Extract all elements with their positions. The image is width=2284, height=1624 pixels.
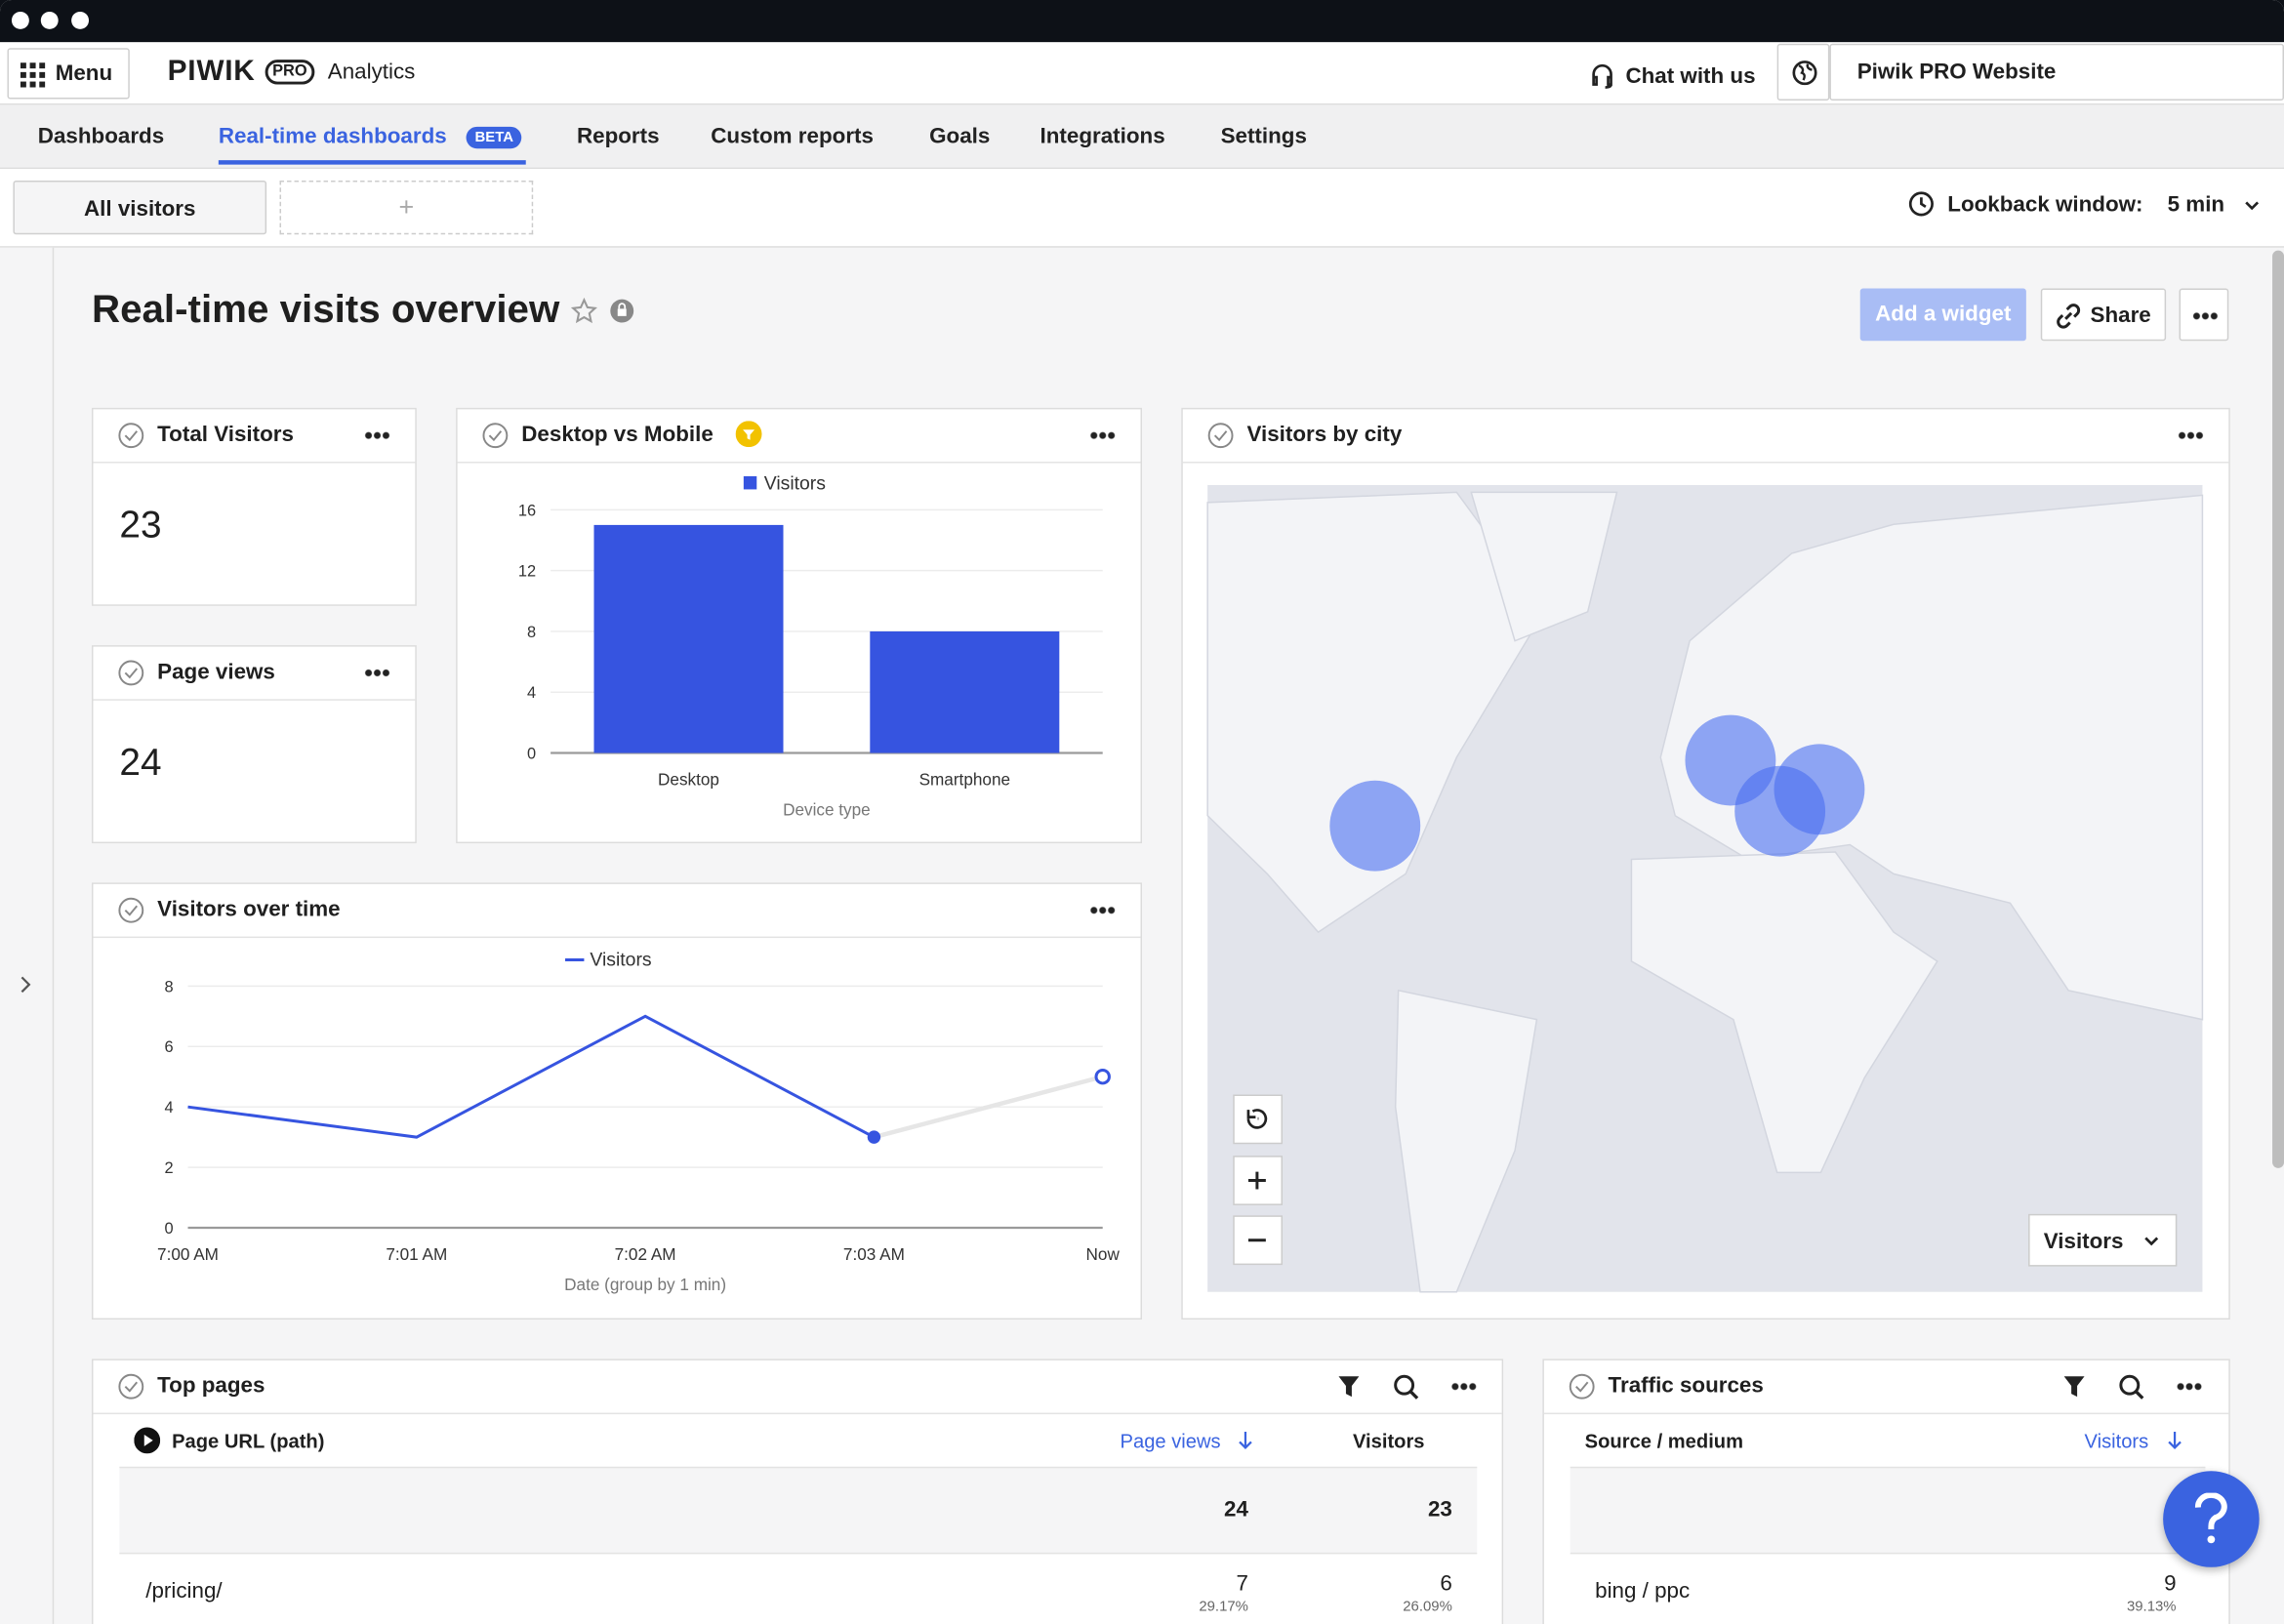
line [188, 1016, 1103, 1137]
y-tick-label: 4 [527, 684, 536, 702]
bar [594, 525, 784, 753]
x-tick-label: 7:02 AM [615, 1244, 676, 1264]
x-tick-label: 7:03 AM [843, 1244, 905, 1264]
legend-label: Visitors [590, 949, 651, 970]
x-axis-label: Date (group by 1 min) [564, 1275, 726, 1294]
bar [870, 631, 1059, 753]
x-tick-label: Now [1086, 1244, 1121, 1264]
y-tick-label: 0 [164, 1220, 173, 1238]
y-tick-label: 2 [164, 1159, 173, 1177]
metric-label: Visitors [2044, 1229, 2124, 1253]
legend-swatch [744, 476, 756, 489]
point [868, 1130, 880, 1143]
x-tick-label: Smartphone [919, 769, 1010, 789]
x-tick-label: 7:01 AM [386, 1244, 447, 1264]
map-controls [1234, 1095, 1282, 1264]
y-tick-label: 0 [527, 746, 536, 763]
y-tick-label: 8 [164, 978, 173, 995]
help-icon [2193, 1493, 2228, 1546]
y-tick-label: 6 [164, 1038, 173, 1056]
y-tick-label: 12 [518, 563, 536, 581]
x-axis-label: Device type [783, 800, 871, 820]
y-tick-label: 16 [518, 502, 536, 519]
x-tick-label: Desktop [658, 769, 719, 789]
y-tick-label: 8 [527, 624, 536, 641]
city-bubble [1329, 781, 1420, 872]
city-bubble [1734, 766, 1825, 857]
legend-label: Visitors [764, 472, 826, 494]
help-button[interactable] [2163, 1471, 2259, 1566]
point [1096, 1071, 1109, 1083]
x-tick-label: 7:00 AM [157, 1244, 219, 1264]
y-tick-label: 4 [164, 1099, 173, 1116]
